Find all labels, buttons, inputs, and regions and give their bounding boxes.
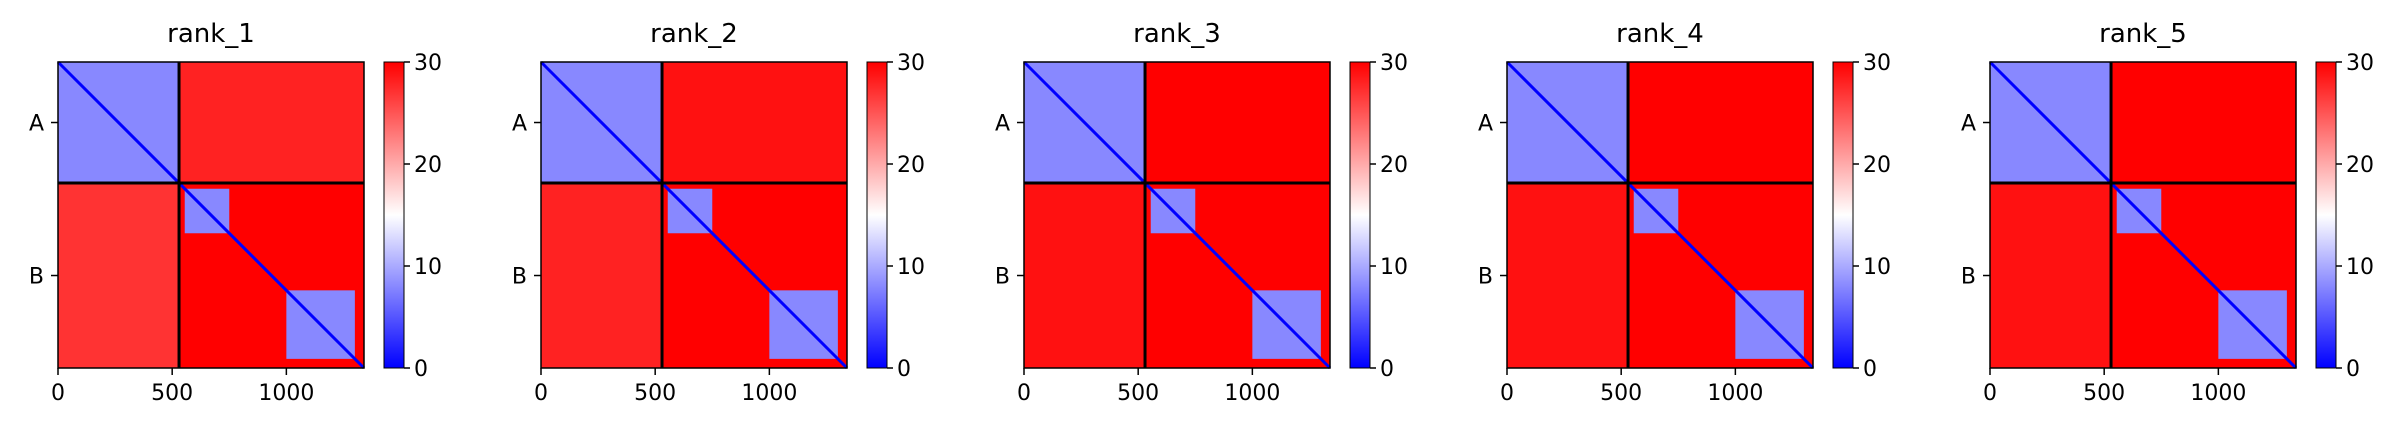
x-tick-label: 500 bbox=[634, 381, 676, 406]
heatmap-diagonal bbox=[1505, 60, 1815, 370]
x-tick-label: 0 bbox=[1983, 381, 1997, 406]
colorbar-tick-label: 0 bbox=[897, 357, 911, 382]
panel-title: rank_5 bbox=[2099, 19, 2187, 49]
x-tick-label: 0 bbox=[1017, 381, 1031, 406]
x-tick-label: 500 bbox=[151, 381, 193, 406]
y-tick-label: A bbox=[1478, 112, 1493, 137]
x-tick-label: 1000 bbox=[1224, 381, 1280, 406]
colorbar-tick-label: 20 bbox=[414, 153, 442, 178]
x-tick-label: 500 bbox=[1117, 381, 1159, 406]
heatmap-frame bbox=[1023, 61, 1331, 369]
heatmap-frame bbox=[540, 61, 848, 369]
heatmap-block-3 bbox=[2111, 62, 2296, 184]
panel-5: rank_5 0 500 1000 A B 0 10 20 30 bbox=[1961, 19, 2374, 406]
heatmap-frame bbox=[1989, 61, 2297, 369]
heatmap-block-2 bbox=[1990, 183, 2112, 368]
colorbar-tick-label: 10 bbox=[414, 255, 442, 280]
x-tick-label: 1000 bbox=[2190, 381, 2246, 406]
colorbar-tick-label: 20 bbox=[1380, 153, 1408, 178]
colorbar-tick-label: 20 bbox=[2346, 153, 2374, 178]
y-tick-label: B bbox=[1478, 265, 1493, 290]
x-tick-label: 0 bbox=[1500, 381, 1514, 406]
heatmap-frame bbox=[57, 61, 365, 369]
x-tick-label: 1000 bbox=[1707, 381, 1763, 406]
y-tick-label: B bbox=[512, 265, 527, 290]
colorbar-tick-label: 30 bbox=[2346, 51, 2374, 76]
y-tick-label: A bbox=[29, 112, 44, 137]
heatmap-block-2 bbox=[1024, 183, 1146, 368]
colorbar-tick-label: 30 bbox=[1863, 51, 1891, 76]
y-tick-label: A bbox=[1961, 112, 1976, 137]
colorbar bbox=[1832, 61, 1854, 369]
heatmap-frame bbox=[1506, 61, 1814, 369]
panel-1: rank_1 0 500 1000 A B 0 10 20 30 bbox=[29, 19, 442, 406]
heatmap-block-2 bbox=[1507, 183, 1629, 368]
y-tick-label: A bbox=[512, 112, 527, 137]
panel-4: rank_4 0 500 1000 A B 0 10 20 30 bbox=[1478, 19, 1891, 406]
y-tick-label: B bbox=[29, 265, 44, 290]
colorbar-tick-label: 10 bbox=[2346, 255, 2374, 280]
colorbar bbox=[2315, 61, 2337, 369]
colorbar-tick-label: 10 bbox=[1863, 255, 1891, 280]
panel-title: rank_1 bbox=[167, 19, 255, 49]
panel-title: rank_2 bbox=[650, 19, 738, 49]
colorbar bbox=[866, 61, 888, 369]
colorbar-tick-label: 20 bbox=[1863, 153, 1891, 178]
y-tick-label: B bbox=[1961, 265, 1976, 290]
colorbar-tick-label: 0 bbox=[1380, 357, 1394, 382]
heatmap-block-3 bbox=[662, 62, 847, 184]
panel-title: rank_4 bbox=[1616, 19, 1704, 49]
colorbar bbox=[1349, 61, 1371, 369]
heatmap-block-2 bbox=[541, 183, 663, 368]
panel-3: rank_3 0 500 1000 A B 0 10 20 30 bbox=[995, 19, 1408, 406]
colorbar bbox=[383, 61, 405, 369]
heatmap-diagonal bbox=[1022, 60, 1332, 370]
colorbar-tick-label: 20 bbox=[897, 153, 925, 178]
colorbar-tick-label: 10 bbox=[897, 255, 925, 280]
heatmap-block-3 bbox=[1145, 62, 1330, 184]
x-tick-label: 0 bbox=[51, 381, 65, 406]
heatmap-diagonal bbox=[56, 60, 366, 370]
heatmap-block-3 bbox=[1628, 62, 1813, 184]
colorbar-tick-label: 30 bbox=[1380, 51, 1408, 76]
colorbar-tick-label: 0 bbox=[414, 357, 428, 382]
colorbar-tick-label: 0 bbox=[1863, 357, 1877, 382]
colorbar-tick-label: 0 bbox=[2346, 357, 2360, 382]
y-tick-label: A bbox=[995, 112, 1010, 137]
x-tick-label: 1000 bbox=[258, 381, 314, 406]
panel-2: rank_2 0 500 1000 A B 0 10 20 30 bbox=[512, 19, 925, 406]
colorbar-tick-label: 30 bbox=[414, 51, 442, 76]
x-tick-label: 1000 bbox=[741, 381, 797, 406]
panel-title: rank_3 bbox=[1133, 19, 1221, 49]
x-tick-label: 0 bbox=[534, 381, 548, 406]
heatmap-diagonal bbox=[1988, 60, 2298, 370]
heatmap-diagonal bbox=[539, 60, 849, 370]
heatmap-block-2 bbox=[58, 183, 180, 368]
x-tick-label: 500 bbox=[1600, 381, 1642, 406]
y-tick-label: B bbox=[995, 265, 1010, 290]
x-tick-label: 500 bbox=[2083, 381, 2125, 406]
heatmap-block-3 bbox=[179, 62, 364, 184]
colorbar-tick-label: 30 bbox=[897, 51, 925, 76]
colorbar-tick-label: 10 bbox=[1380, 255, 1408, 280]
